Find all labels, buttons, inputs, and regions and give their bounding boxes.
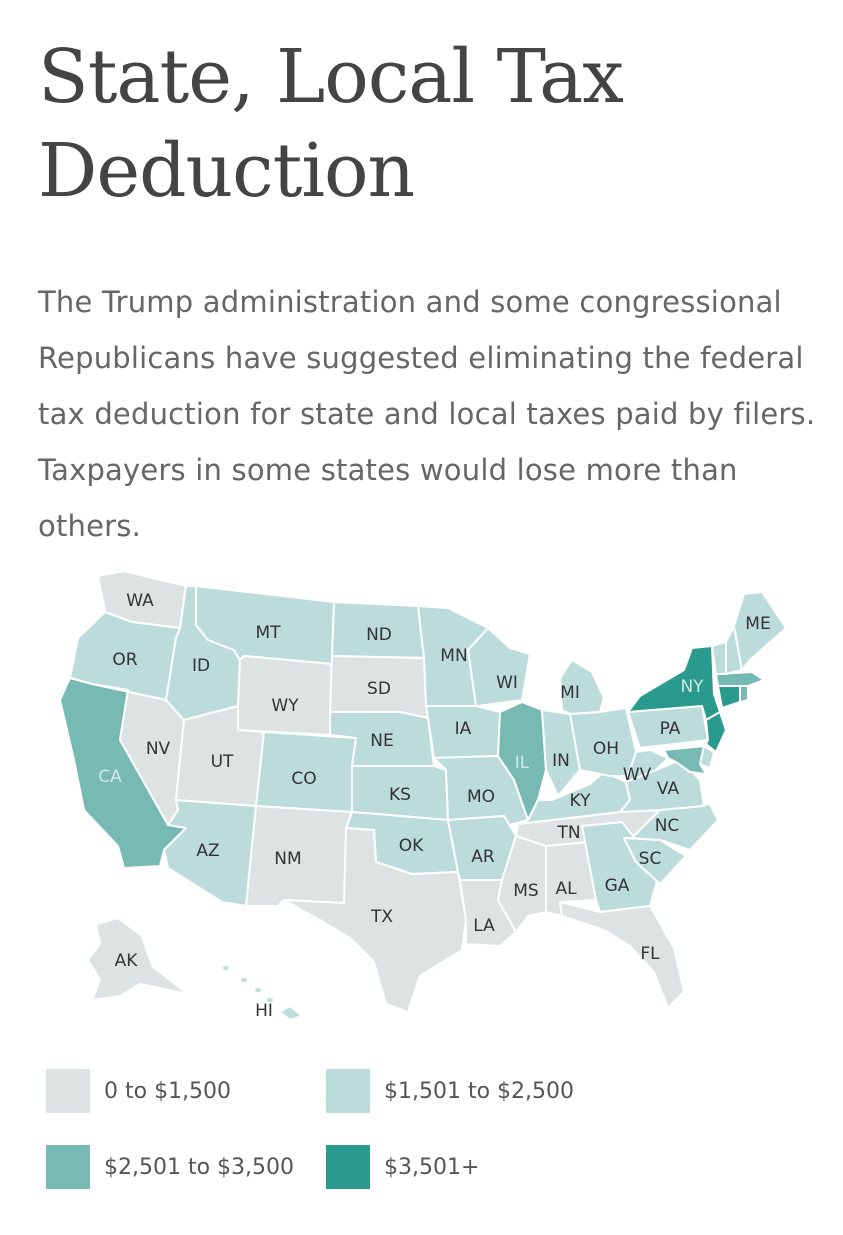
state-label-ia: IA xyxy=(455,719,472,739)
state-label-mi: MI xyxy=(560,683,580,703)
state-label-ky: KY xyxy=(570,791,592,811)
state-ma[interactable] xyxy=(715,671,765,687)
state-label-wv: WV xyxy=(623,765,652,785)
state-label-tx: TX xyxy=(370,907,393,927)
state-ny[interactable] xyxy=(627,645,721,721)
state-label-ok: OK xyxy=(399,836,424,856)
state-label-nv: NV xyxy=(146,739,171,759)
us-choropleth-map: WA OR CA NV ID MT WY UT AZ CO NM ND SD NE KS OK TX MN IA MO… xyxy=(0,560,843,1030)
state-label-la: LA xyxy=(473,916,495,936)
page-title: State, Local Tax Deduction xyxy=(38,34,624,214)
legend: 0 to $1,500 $1,501 to $2,500 $2,501 to $… xyxy=(46,1068,806,1208)
legend-label-tier-3: $3,501+ xyxy=(384,1154,480,1180)
state-ri[interactable] xyxy=(739,685,749,703)
state-label-ga: GA xyxy=(605,876,630,896)
state-label-va: VA xyxy=(657,779,680,799)
state-nj[interactable] xyxy=(705,711,727,753)
legend-label-tier-1: $1,501 to $2,500 xyxy=(384,1078,575,1104)
state-label-ak: AK xyxy=(115,951,139,971)
state-label-wa: WA xyxy=(126,591,154,611)
state-label-nc: NC xyxy=(655,816,680,836)
state-label-ks: KS xyxy=(389,785,411,805)
state-hi-island xyxy=(267,998,273,1002)
state-label-ca: CA xyxy=(98,767,122,787)
state-label-id: ID xyxy=(192,656,210,676)
state-label-nm: NM xyxy=(274,849,301,869)
state-hi[interactable] xyxy=(279,1005,303,1021)
state-label-co: CO xyxy=(291,769,316,789)
legend-item-tier-3: $3,501+ xyxy=(326,1144,479,1190)
state-label-sd: SD xyxy=(367,679,391,699)
state-label-mn: MN xyxy=(440,646,467,666)
state-label-pa: PA xyxy=(660,719,681,739)
state-label-wi: WI xyxy=(496,673,518,693)
legend-swatch-tier-1 xyxy=(326,1069,370,1113)
state-label-ar: AR xyxy=(471,847,495,867)
state-label-ne: NE xyxy=(370,731,393,751)
legend-swatch-tier-0 xyxy=(46,1069,90,1113)
state-label-tn: TN xyxy=(556,823,580,843)
state-hi-island xyxy=(241,978,247,982)
legend-item-tier-0: 0 to $1,500 xyxy=(46,1068,231,1114)
state-label-az: AZ xyxy=(196,841,219,861)
state-va[interactable] xyxy=(619,759,705,813)
state-label-mt: MT xyxy=(255,623,281,643)
state-wv[interactable] xyxy=(625,749,669,783)
legend-swatch-tier-2 xyxy=(46,1145,90,1189)
state-label-me: ME xyxy=(745,614,770,634)
state-me[interactable] xyxy=(733,591,787,671)
map-svg: WA OR CA NV ID MT WY UT AZ CO NM ND SD NE KS OK TX MN IA MO… xyxy=(59,570,787,1021)
state-label-or: OR xyxy=(112,650,137,670)
state-hi-island xyxy=(255,988,261,992)
state-md[interactable] xyxy=(663,745,707,775)
state-label-oh: OH xyxy=(593,739,619,759)
state-label-ms: MS xyxy=(513,881,538,901)
legend-swatch-tier-3 xyxy=(326,1145,370,1189)
state-label-ny: NY xyxy=(680,677,704,697)
state-tx[interactable] xyxy=(283,827,467,1013)
legend-label-tier-0: 0 to $1,500 xyxy=(104,1078,232,1104)
state-label-in: IN xyxy=(552,751,570,771)
state-label-nd: ND xyxy=(366,625,392,645)
state-label-al: AL xyxy=(555,879,577,899)
state-ak[interactable] xyxy=(87,917,189,1001)
state-fl[interactable] xyxy=(559,901,685,1009)
state-label-hi: HI xyxy=(255,1001,273,1021)
state-label-wy: WY xyxy=(271,696,299,716)
intro-text: The Trump administration and some congre… xyxy=(38,285,816,543)
state-in[interactable] xyxy=(541,709,581,797)
state-label-fl: FL xyxy=(640,944,660,964)
state-label-sc: SC xyxy=(639,849,662,869)
legend-item-tier-1: $1,501 to $2,500 xyxy=(326,1068,574,1114)
state-ct[interactable] xyxy=(717,685,741,709)
legend-item-tier-2: $2,501 to $3,500 xyxy=(46,1144,294,1190)
state-mi[interactable] xyxy=(559,659,605,717)
state-label-mo: MO xyxy=(467,787,495,807)
state-vt[interactable] xyxy=(711,641,727,675)
state-hi-island xyxy=(223,966,229,970)
state-label-ut: UT xyxy=(211,752,234,772)
state-wi[interactable] xyxy=(467,627,531,707)
legend-label-tier-2: $2,501 to $3,500 xyxy=(104,1154,295,1180)
state-label-il: IL xyxy=(515,753,530,773)
